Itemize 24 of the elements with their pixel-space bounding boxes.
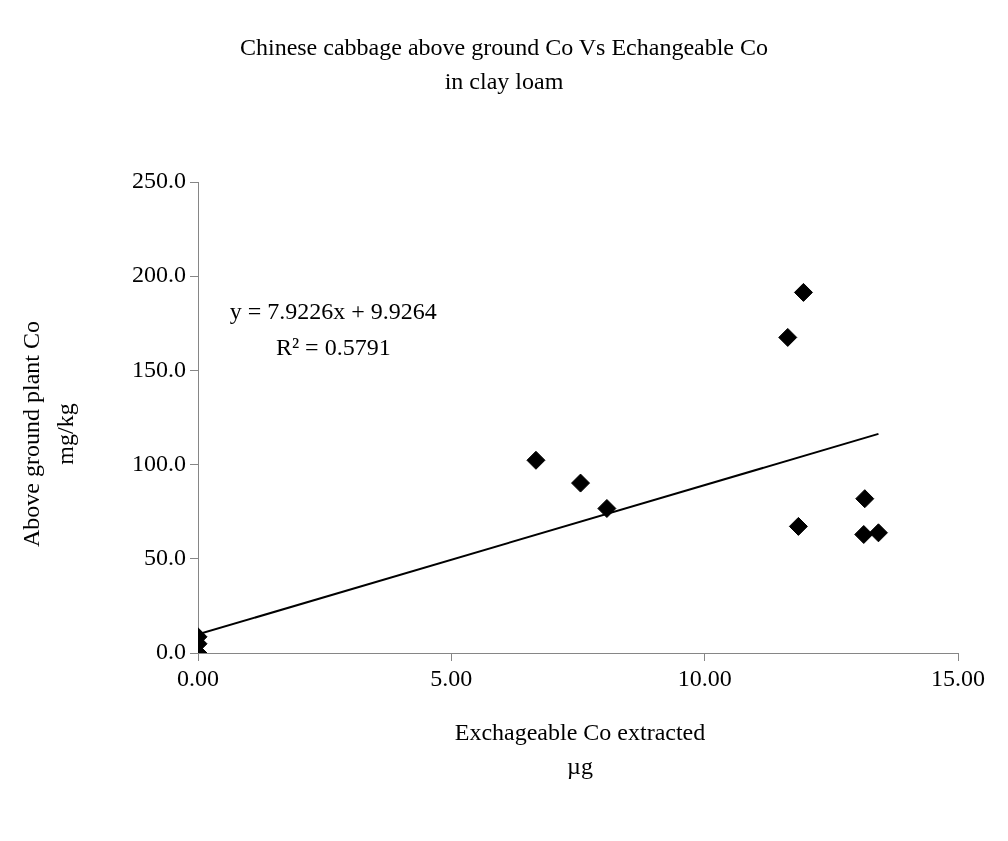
annotation: R² = 0.5791 [275, 333, 391, 360]
y-tick-label: 250.0 [132, 167, 186, 194]
point [788, 516, 808, 536]
x-tick-label: 15.00 [931, 664, 985, 691]
point [526, 450, 546, 470]
y-tick-label: 0.0 [156, 638, 186, 665]
y-tick-label: 200.0 [132, 261, 186, 288]
point [868, 523, 888, 543]
x-tick-label: 0.00 [177, 664, 219, 691]
y-tick-label: 50.0 [144, 544, 186, 571]
point [778, 327, 798, 347]
annotation: y = 7.9226x + 9.9264 [229, 297, 437, 324]
y-tick-label: 100.0 [132, 449, 186, 476]
x-tick-label: 5.00 [430, 664, 473, 691]
point [597, 499, 617, 518]
point [854, 525, 874, 544]
x-axis-title: Exchageable Co extracted µg [453, 718, 707, 781]
point [855, 489, 875, 509]
y-tick-label: 150.0 [132, 355, 186, 382]
y-axis-title: Above ground plant Co mg/kg [17, 320, 79, 549]
point [793, 282, 813, 302]
chart-title: Chinese cabbage above ground Co Vs Echangeable Co in clay loam [238, 33, 770, 96]
x-tick-label: 10.00 [677, 664, 732, 691]
point [571, 473, 591, 493]
